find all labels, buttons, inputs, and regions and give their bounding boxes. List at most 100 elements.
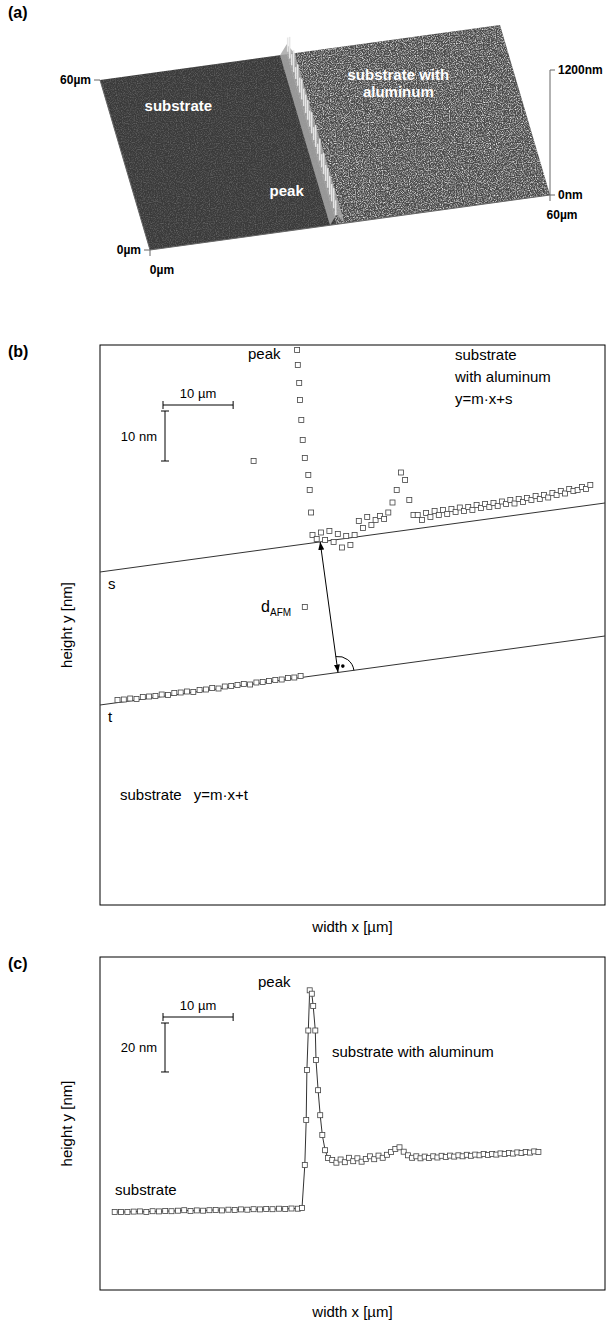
x-axis-title: width x [µm]: [311, 1303, 392, 1320]
data-point: [191, 690, 196, 695]
fit-line: [100, 636, 605, 705]
data-point: [213, 1207, 218, 1212]
data-point: [144, 1209, 149, 1214]
annotation: substrate with aluminum: [332, 1043, 494, 1060]
panel-letter: (b): [8, 343, 28, 360]
data-point: [445, 512, 450, 517]
panel-surface: (a)0µm60µm0µm60µm0nm1200nmsubstratesubst…: [8, 0, 603, 277]
data-point: [428, 515, 433, 520]
data-point: [239, 1207, 244, 1212]
scale-bar-cap: [233, 401, 234, 409]
ridge-spike: [315, 125, 317, 147]
data-point: [248, 682, 253, 687]
data-point: [407, 498, 412, 503]
fit-name-line: with aluminum: [454, 368, 551, 385]
data-point: [314, 537, 319, 542]
z-axis: [550, 70, 551, 195]
ridge-spike: [303, 89, 305, 106]
data-point: [304, 1118, 309, 1123]
intercept-label: t: [108, 708, 113, 725]
panel-plot: (b)height y [nm]width x [µm]10 µm10 nmss…: [8, 343, 605, 935]
y-axis-title: height y [nm]: [58, 1081, 75, 1167]
data-point: [197, 688, 202, 693]
ridge-spike: [335, 200, 337, 215]
data-point: [273, 678, 278, 683]
data-point: [318, 530, 323, 535]
intercept-label: s: [108, 575, 116, 592]
scale-bar-cap: [233, 1013, 234, 1021]
data-point: [302, 605, 307, 610]
data-point: [302, 456, 307, 461]
data-point: [241, 682, 246, 687]
annotation: substrate: [145, 97, 213, 114]
data-point: [112, 1210, 117, 1215]
data-point: [222, 684, 227, 689]
data-point: [163, 1208, 168, 1213]
scale-bar-label: 10 nm: [121, 429, 157, 444]
data-point: [140, 695, 145, 700]
right-angle-arc: [336, 656, 354, 670]
data-point: [398, 470, 403, 475]
data-point: [220, 1208, 225, 1213]
data-point: [365, 515, 370, 520]
data-point: [292, 675, 297, 680]
data-point: [313, 1028, 318, 1033]
data-point: [203, 687, 208, 692]
data-point: [352, 533, 357, 538]
data-point: [134, 697, 139, 702]
x-tick-label: 0µm: [150, 263, 174, 277]
ridge-spike: [299, 78, 301, 93]
data-point: [125, 1210, 130, 1215]
y-tick: [94, 80, 100, 81]
ridge-spike: [291, 54, 293, 65]
data-point: [138, 1209, 143, 1214]
substrate-texture: [90, 0, 560, 260]
scale-bar-label: 10 µm: [180, 998, 216, 1013]
data-point: [267, 679, 272, 684]
data-point: [172, 691, 177, 696]
annotation: substrate: [115, 1181, 177, 1198]
ridge-spike: [325, 165, 327, 181]
data-point: [369, 523, 374, 528]
data-point: [299, 418, 304, 423]
data-point: [331, 540, 336, 545]
ridge-spike: [301, 79, 303, 99]
data-point: [323, 1148, 328, 1153]
data-point: [229, 684, 234, 689]
series-line: [115, 990, 539, 1212]
data-point: [150, 1209, 155, 1214]
ridge-spike: [331, 184, 333, 201]
data-point: [297, 381, 302, 386]
x-axis-title: width x [µm]: [311, 918, 392, 935]
ridge-spike: [295, 67, 297, 79]
ridge-spike: [313, 127, 315, 140]
data-point: [232, 1207, 237, 1212]
data-point: [295, 348, 300, 353]
fit-name: substrate: [120, 786, 182, 803]
scale-bar-cap: [161, 461, 169, 462]
data-point: [297, 398, 302, 403]
data-point: [394, 488, 399, 493]
ridge-spike: [307, 100, 309, 120]
x-tick-label: 60µm: [547, 208, 578, 222]
data-point: [348, 543, 353, 548]
data-point: [304, 1068, 309, 1073]
ridge-spike: [287, 38, 289, 52]
ridge-spike: [333, 188, 335, 208]
data-point: [323, 538, 328, 543]
annotation: peak: [258, 973, 291, 990]
ridge-spike: [297, 64, 299, 86]
data-point: [309, 510, 314, 515]
data-point: [309, 991, 314, 996]
scale-bar-cap: [163, 1013, 164, 1021]
data-point: [588, 483, 593, 488]
x-tick: [550, 195, 551, 201]
data-point: [207, 1208, 212, 1213]
scale-bar: [165, 1023, 166, 1072]
data-point: [536, 1149, 541, 1154]
data-point: [264, 1207, 269, 1212]
y-axis: [100, 80, 150, 250]
scale-bar-label: 10 µm: [180, 386, 216, 401]
panel-letter: (a): [8, 4, 28, 21]
ridge-spike: [289, 37, 291, 59]
